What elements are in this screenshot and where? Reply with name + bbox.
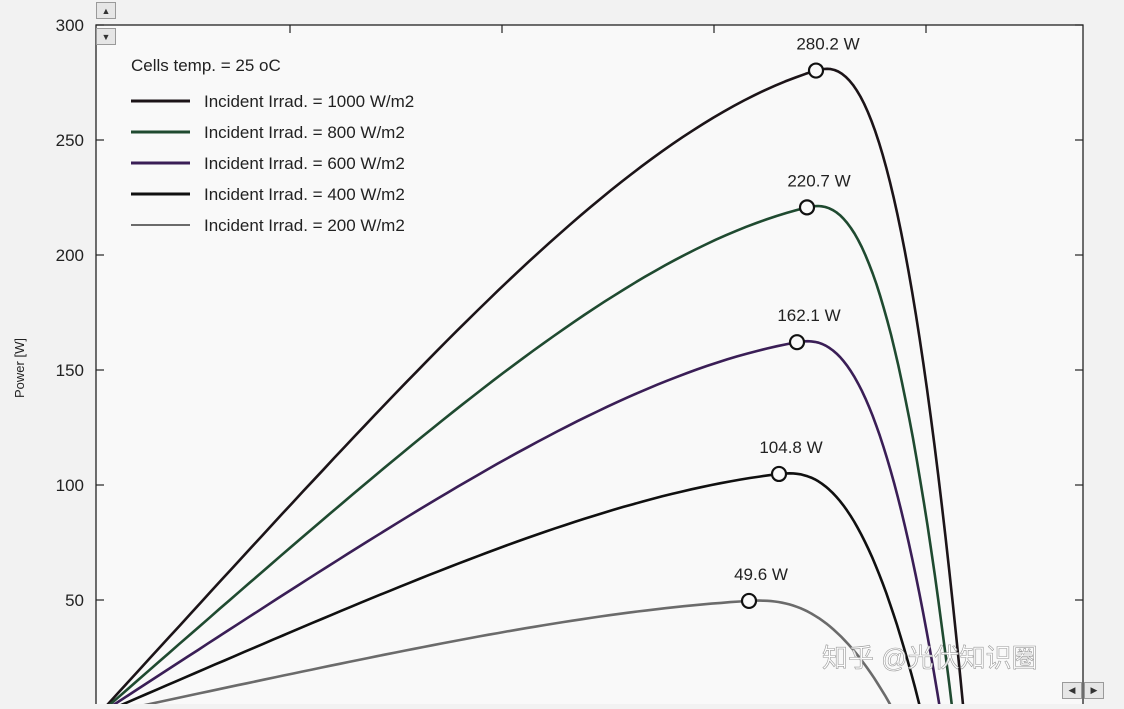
peak-label: 280.2 W — [796, 35, 859, 54]
series-line — [102, 204, 954, 709]
y-tick-label: 200 — [56, 246, 84, 265]
y-tick-label: 150 — [56, 361, 84, 380]
series-line — [108, 472, 922, 709]
y-tick-label: 100 — [56, 476, 84, 495]
peak-marker — [770, 465, 788, 483]
series-line — [119, 599, 895, 709]
peak-marker — [807, 62, 825, 79]
legend-label: Incident Irrad. = 200 W/m2 — [204, 216, 405, 235]
y-tick-label: 250 — [56, 131, 84, 150]
legend-label: Incident Irrad. = 800 W/m2 — [204, 123, 405, 142]
watermark: 知乎 @光伏知识圈 — [822, 643, 1038, 673]
legend-label: Incident Irrad. = 1000 W/m2 — [204, 92, 414, 111]
scroll-left-button[interactable]: ◀ — [1062, 682, 1082, 699]
down-arrow-icon: ▼ — [101, 31, 111, 42]
scroll-right-button[interactable]: ▶ — [1084, 682, 1104, 699]
right-arrow-icon: ▶ — [1090, 685, 1098, 695]
peak-label: 162.1 W — [777, 306, 840, 325]
scroll-down-button[interactable]: ▼ — [96, 28, 116, 45]
legend-label: Incident Irrad. = 400 W/m2 — [204, 185, 405, 204]
up-arrow-icon: ▲ — [101, 5, 111, 16]
peak-label: 220.7 W — [787, 171, 850, 190]
temperature-annotation: Cells temp. = 25 oC — [131, 56, 281, 75]
legend-label: Incident Irrad. = 600 W/m2 — [204, 154, 405, 173]
peak-marker — [798, 199, 816, 216]
series-line — [101, 67, 965, 709]
peak-label: 104.8 W — [759, 438, 822, 457]
y-axis-label: Power [W] — [12, 338, 27, 398]
peak-marker — [788, 334, 806, 351]
peak-marker — [740, 592, 758, 610]
y-tick-label: 50 — [65, 591, 84, 610]
left-arrow-icon: ◀ — [1068, 685, 1076, 695]
series-line — [104, 339, 942, 709]
y-tick-label: 300 — [56, 16, 84, 35]
peak-label: 49.6 W — [734, 565, 788, 584]
scroll-up-button[interactable]: ▲ — [96, 2, 116, 19]
